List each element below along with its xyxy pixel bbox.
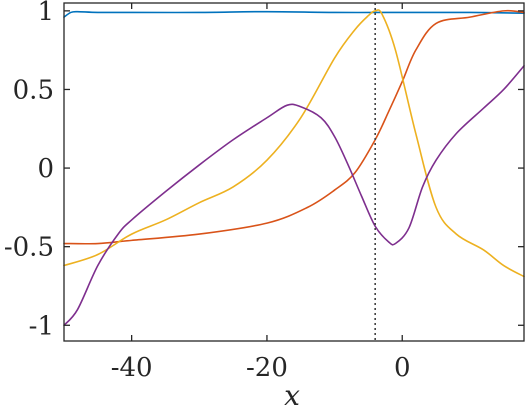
y-tick-label: 1 xyxy=(37,0,54,27)
axis-ticks xyxy=(64,3,524,341)
x-tick-label: 0 xyxy=(394,353,411,383)
plot-lines xyxy=(63,9,525,327)
axes-frame xyxy=(63,2,525,342)
series-line-blue xyxy=(63,10,525,18)
series-line-yellow xyxy=(63,9,525,278)
series-line-purple xyxy=(63,65,525,327)
y-tick-label: -1 xyxy=(29,311,54,341)
x-tick-label: -20 xyxy=(246,353,288,383)
y-tick-label: 0.5 xyxy=(13,75,54,105)
axis-tick-labels: -40 -20 0 -1 -0.5 0 0.5 1 xyxy=(4,0,411,383)
y-tick-label: 0 xyxy=(37,154,54,184)
x-axis-label: x xyxy=(284,379,300,409)
y-tick-label: -0.5 xyxy=(4,233,54,263)
series-line-orange xyxy=(63,9,525,245)
x-tick-label: -40 xyxy=(111,353,153,383)
